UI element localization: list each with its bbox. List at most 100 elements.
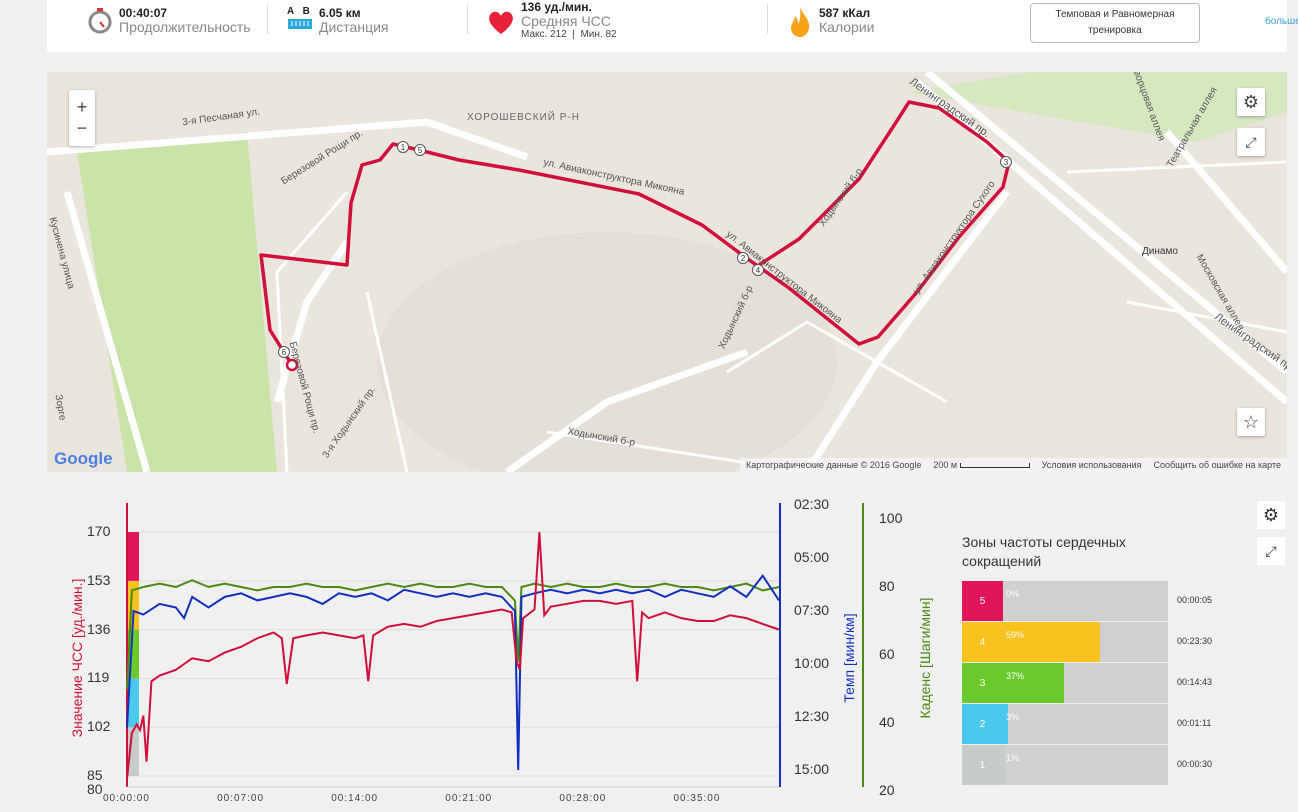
report-error-link[interactable]: Сообщить об ошибке на карте bbox=[1153, 460, 1281, 470]
fullscreen-icon[interactable]: ⤢ bbox=[1237, 128, 1265, 156]
route-line bbox=[259, 100, 1011, 366]
axis-tick-label: 170 bbox=[87, 523, 111, 540]
pace-series bbox=[126, 573, 780, 771]
route-marker[interactable]: 4 bbox=[752, 264, 764, 276]
calories-value: 587 кКал bbox=[819, 6, 871, 20]
zone-time: 00:23:30 bbox=[1177, 636, 1213, 646]
cadence-axis-label: Каденс [Шаги/мин] bbox=[917, 597, 933, 719]
map-label: ХОРОШЕВСКИЙ Р-Н bbox=[467, 112, 580, 123]
start-marker: A bbox=[287, 6, 295, 17]
zone-percent: 59% bbox=[1006, 630, 1025, 640]
zoom-in-button[interactable]: + bbox=[76, 97, 88, 117]
zone-time: 00:00:30 bbox=[1177, 759, 1213, 769]
duration-value: 00:40:07 bbox=[119, 6, 168, 20]
calories-label: Калории bbox=[819, 19, 875, 35]
calories-stat: 587 кКал Калории bbox=[789, 6, 874, 38]
route-marker[interactable]: 2 bbox=[737, 252, 749, 264]
map-scale: 200 м bbox=[933, 460, 1030, 470]
hr-zones-title: Зоны частоты сердечных сокращений bbox=[962, 534, 1126, 569]
hr-zone-row: 1 1% 00:00:30 bbox=[962, 745, 1212, 785]
zone-bar bbox=[1003, 663, 1065, 703]
axis-tick-label: 00:28:00 bbox=[559, 793, 607, 804]
zone-time: 00:01:11 bbox=[1177, 718, 1212, 728]
chart-settings-gear-icon[interactable]: ⚙ bbox=[1257, 501, 1285, 529]
zone-number: 4 bbox=[962, 622, 1003, 662]
zone-time: 00:00:05 bbox=[1177, 595, 1213, 605]
route-marker[interactable]: 3 bbox=[1000, 156, 1012, 168]
start-marker[interactable] bbox=[285, 358, 299, 372]
favorite-star-icon[interactable]: ☆ bbox=[1237, 408, 1265, 436]
cadence-series bbox=[126, 579, 780, 690]
zone-percent: 3% bbox=[1006, 712, 1020, 722]
axis-tick-label: 80 bbox=[879, 578, 895, 594]
zone-percent: 37% bbox=[1006, 671, 1025, 681]
map-attribution-bar: Картографические данные © 2016 Google 20… bbox=[740, 458, 1287, 472]
distance-label: Дистанция bbox=[319, 19, 389, 35]
axis-tick-label: 00:14:00 bbox=[331, 793, 379, 804]
more-link[interactable]: больше bbox=[1265, 16, 1298, 27]
avg-hr-label: Средняя ЧСС bbox=[521, 13, 611, 29]
axis-tick-label: 100 bbox=[879, 510, 903, 526]
zone-percent: 0% bbox=[1006, 589, 1020, 599]
zone-time: 00:14:43 bbox=[1177, 677, 1213, 687]
zone-percent: 1% bbox=[1006, 753, 1020, 763]
hr-zone-row: 2 3% 00:01:11 bbox=[962, 704, 1211, 744]
map-label: Динамо bbox=[1142, 246, 1178, 257]
activity-chart: 170 153 136 119 102 85 80 02:30 05:00 07:30 10:00 1… bbox=[47, 495, 947, 812]
zone-number: 1 bbox=[962, 745, 1003, 785]
hr-axis-label: Значение ЧСС [уд./мин.] bbox=[69, 578, 85, 738]
zone-bar bbox=[1003, 704, 1008, 744]
axis-tick-label: 10:00 bbox=[794, 655, 830, 671]
axis-tick-label: 02:30 bbox=[794, 496, 830, 512]
stopwatch-icon bbox=[88, 8, 112, 34]
axis-tick-label: 136 bbox=[87, 620, 111, 637]
map-settings-gear-icon[interactable]: ⚙ bbox=[1237, 88, 1265, 116]
axis-tick-label: 80 bbox=[87, 781, 103, 798]
chart-plot bbox=[126, 503, 864, 788]
workout-type-button[interactable]: Темповая и Равномерная тренировка bbox=[1030, 3, 1200, 43]
axis-tick-label: 05:00 bbox=[794, 549, 830, 565]
distance-value: 6.05 км bbox=[319, 6, 361, 20]
avg-hr-value: 136 уд./мин. bbox=[521, 0, 592, 14]
axis-tick-label: 119 bbox=[87, 669, 110, 686]
heart-rate-series bbox=[126, 531, 780, 779]
zone-bar bbox=[1003, 745, 1005, 785]
zone-bar bbox=[1003, 622, 1101, 662]
zoom-out-button[interactable]: − bbox=[76, 118, 88, 138]
axis-tick-label: 00:00:00 bbox=[103, 793, 150, 804]
hr-zone-row: 5 0% 00:00:05 bbox=[962, 581, 1212, 621]
axis-tick-label: 102 bbox=[87, 718, 111, 735]
hr-zone-row: 3 37% 00:14:43 bbox=[962, 663, 1212, 703]
axis-tick-label: 00:21:00 bbox=[445, 793, 493, 804]
map-canvas[interactable] bbox=[47, 72, 1287, 472]
zone-number: 2 bbox=[962, 704, 1003, 744]
hr-zone-band bbox=[127, 532, 139, 581]
axis-tick-label: 153 bbox=[87, 571, 111, 588]
axis-tick-label: 20 bbox=[879, 782, 895, 798]
flame-icon bbox=[791, 7, 810, 37]
axis-tick-label: 07:30 bbox=[794, 602, 830, 618]
route-marker[interactable]: 6 bbox=[278, 346, 290, 358]
zone-number: 3 bbox=[962, 663, 1003, 703]
google-logo: Google bbox=[54, 449, 113, 468]
zone-number: 5 bbox=[962, 581, 1003, 621]
duration-label: Продолжительность bbox=[119, 19, 251, 35]
hr-zones-panel: Зоны частоты сердечных сокращений 5 0% 00:… bbox=[962, 533, 1212, 785]
axis-tick-label: 15:00 bbox=[794, 761, 830, 777]
chart-fullscreen-icon[interactable]: ⤢ bbox=[1257, 537, 1285, 565]
distance-stat: A B 6.05 км Дистанция bbox=[287, 6, 389, 35]
route-marker[interactable]: 1 bbox=[397, 141, 409, 153]
route-marker[interactable]: 5 bbox=[414, 144, 426, 156]
terms-link[interactable]: Условия использования bbox=[1041, 460, 1142, 470]
end-marker: B bbox=[302, 6, 310, 17]
map-data-credit: Картографические данные © 2016 Google bbox=[746, 460, 922, 470]
duration-stat: 00:40:07 Продолжительность bbox=[87, 6, 251, 35]
pace-axis-label: Темп [мин/км] bbox=[841, 613, 857, 703]
axis-tick-label: 12:30 bbox=[794, 708, 830, 724]
ruler-icon bbox=[288, 19, 312, 29]
summary-header: 00:40:07 Продолжительность A B 6.05 км Дис… bbox=[47, 0, 1298, 52]
min-hr: Мин. 82 bbox=[580, 29, 617, 40]
route-map[interactable]: 3-я Песчаная ул. ХОРОШЕВСКИЙ Р-Н Березов… bbox=[47, 72, 1287, 472]
axis-tick-label: 60 bbox=[879, 646, 895, 662]
hr-zone-band bbox=[127, 727, 139, 776]
